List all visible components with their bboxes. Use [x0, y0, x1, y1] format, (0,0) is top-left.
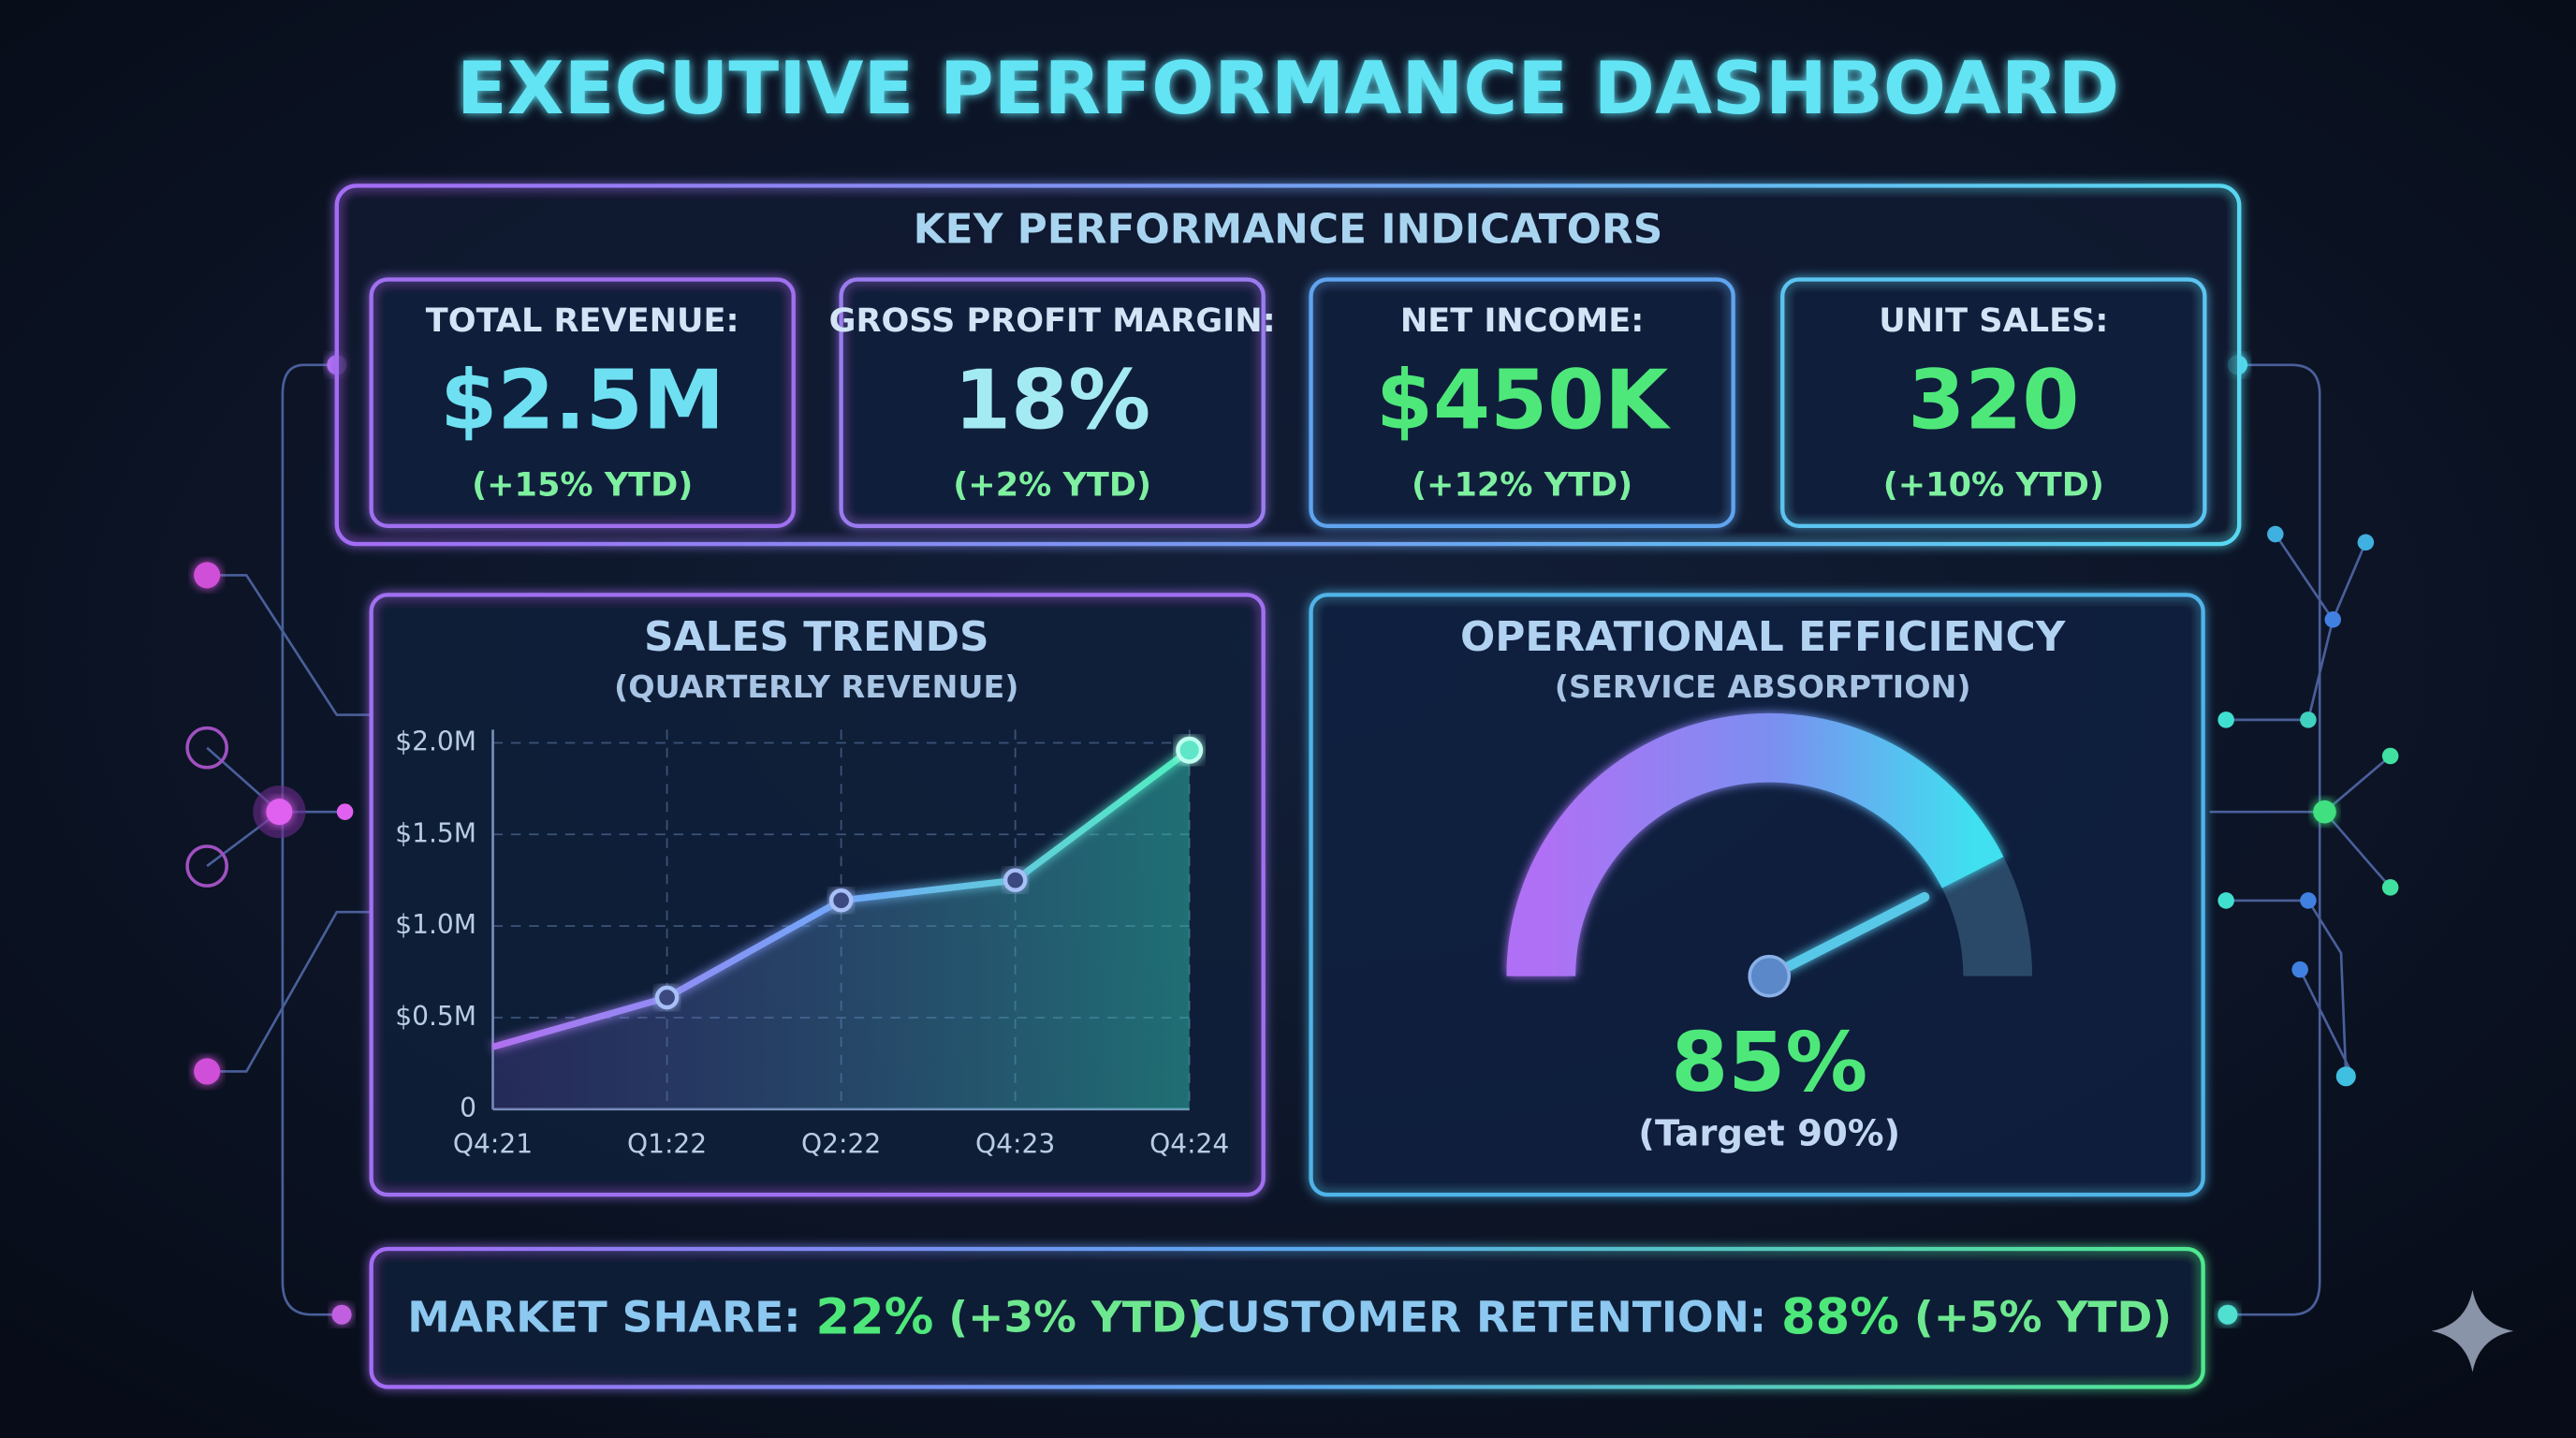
point — [654, 985, 680, 1010]
x-tick-label: Q4:24 — [1149, 1128, 1229, 1159]
x-tick-label: Q4:23 — [975, 1128, 1055, 1159]
kpi-panel — [334, 183, 2242, 547]
x-tick-label: Q4:21 — [453, 1128, 533, 1159]
kpi-card: UNIT SALES: 320 (+10% YTD) — [1780, 277, 2207, 528]
kpi-value: $450K — [1376, 353, 1671, 448]
footer-value: 22% — [815, 1288, 933, 1345]
gauge-value — [1506, 712, 2004, 977]
page-title: EXECUTIVE PERFORMANCE DASHBOARD — [457, 47, 2119, 131]
kpi-change: (+2% YTD) — [953, 466, 1151, 505]
chart-title: SALES TRENDS — [644, 613, 989, 661]
kpi-label: GROSS PROFIT MARGIN: — [829, 301, 1276, 340]
kpi-cards: TOTAL REVENUE: $2.5M (+15% YTD) GROSS PROFI… — [369, 277, 2207, 528]
kpi-label: NET INCOME: — [1400, 301, 1644, 340]
footer-label: CUSTOMER RETENTION: — [1194, 1292, 1766, 1342]
kpi-value: $2.5M — [440, 353, 724, 448]
chart-title: OPERATIONAL EFFICIENCY — [1460, 613, 2067, 661]
footer-change: (+3% YTD) — [948, 1292, 1206, 1342]
footer-panel — [369, 1246, 2205, 1389]
footer-value: 88% — [1781, 1288, 1899, 1345]
y-tick-label: $1.5M — [395, 817, 476, 848]
kpi-card-frame — [839, 277, 1266, 528]
point — [1176, 736, 1204, 764]
gauge-annotation: (Target 90%) — [1638, 1112, 1900, 1154]
y-tick-label: $1.0M — [395, 909, 476, 940]
kpi-card-frame — [1780, 277, 2207, 528]
kpi-change: (+15% YTD) — [472, 466, 693, 505]
kpi-label: TOTAL REVENUE: — [426, 301, 739, 340]
kpi-value: 320 — [1908, 353, 2079, 448]
x-tick-label: Q2:22 — [801, 1128, 881, 1159]
point — [1003, 868, 1028, 892]
area — [492, 750, 1190, 1109]
gauge-value-label: 85% — [1671, 1015, 1867, 1110]
kpi-card-frame — [369, 277, 796, 528]
footer-change: (+5% YTD) — [1914, 1292, 2172, 1342]
kpi-change: (+10% YTD) — [1883, 466, 2104, 505]
y-tick-label: $0.5M — [395, 1001, 476, 1032]
efficiency-panel — [1309, 593, 2205, 1197]
chart-subtitle: (QUARTERLY REVENUE) — [614, 668, 1018, 705]
kpi-value: 18% — [954, 353, 1150, 448]
footer-label: MARKET SHARE: — [407, 1292, 800, 1342]
charts: SALES TRENDS (QUARTERLY REVENUE) 0 $0.5M $1.… — [395, 613, 2066, 1160]
kpi-section-title: KEY PERFORMANCE INDICATORS — [914, 206, 1663, 254]
kpi-card: GROSS PROFIT MARGIN: 18% (+2% YTD) — [829, 277, 1276, 528]
point — [828, 888, 854, 913]
chart-subtitle: (SERVICE ABSORPTION) — [1555, 668, 1971, 705]
y-tick-label: 0 — [460, 1093, 476, 1123]
gauge-hub — [1748, 954, 1792, 998]
kpi-change: (+12% YTD) — [1412, 466, 1632, 505]
y-tick-label: $2.0M — [395, 726, 476, 756]
kpi-card: TOTAL REVENUE: $2.5M (+15% YTD) — [369, 277, 796, 528]
market-share: MARKET SHARE: 22% (+3% YTD) — [407, 1288, 1206, 1345]
gauge-needle — [1764, 891, 1930, 981]
kpi-card: NET INCOME: $450K (+12% YTD) — [1309, 277, 1735, 528]
kpi-card-frame — [1309, 277, 1735, 528]
kpi-label: UNIT SALES: — [1879, 301, 2108, 340]
x-tick-label: Q1:22 — [627, 1128, 707, 1159]
sparkle-icon — [2431, 1289, 2514, 1372]
customer-retention: CUSTOMER RETENTION: 88% (+5% YTD) — [1194, 1288, 2172, 1345]
